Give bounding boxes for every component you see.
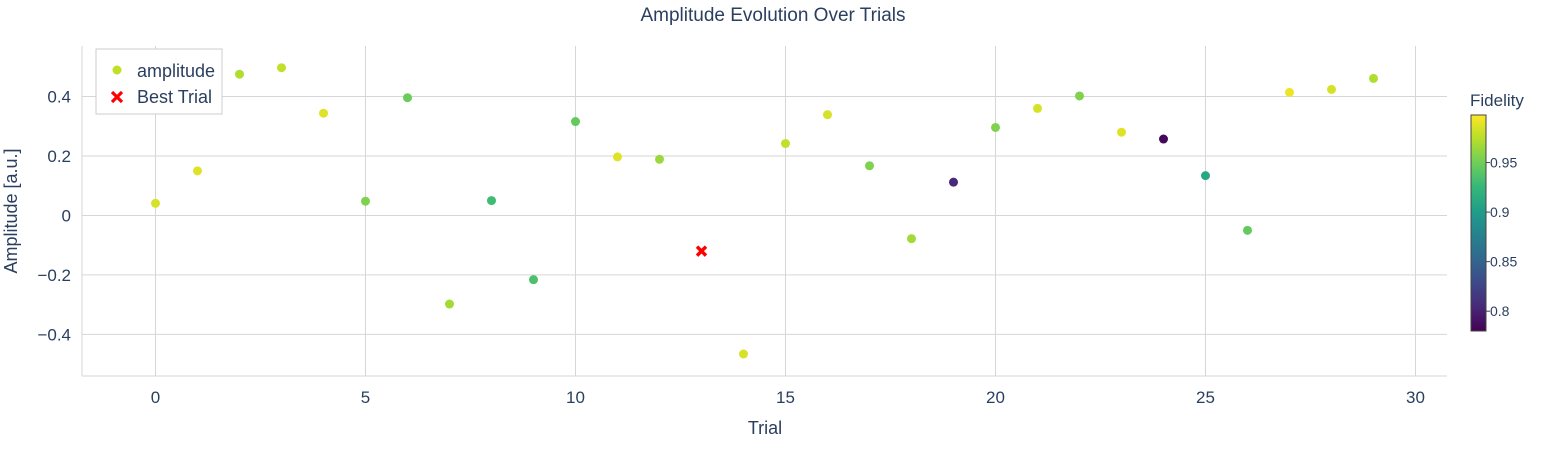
colorbar-tick-label: 0.9 — [1490, 204, 1510, 220]
y-tick-label: 0.2 — [47, 147, 71, 166]
x-tick-label: 10 — [566, 388, 585, 407]
data-point — [319, 108, 328, 118]
x-tick-label: 5 — [361, 388, 370, 407]
data-point — [1285, 87, 1294, 97]
data-point — [235, 69, 244, 79]
data-point — [529, 275, 538, 285]
grid — [82, 46, 1447, 376]
x-axis-label: Trial — [748, 418, 782, 438]
data-point — [991, 122, 1000, 132]
data-point — [823, 110, 832, 120]
data-point — [571, 117, 580, 127]
colorbar-gradient — [1470, 114, 1487, 332]
colorbar-title: Fidelity — [1470, 91, 1524, 110]
colorbar-ticks: 0.8 0.85 0.9 0.95 — [1486, 155, 1517, 319]
data-point — [1075, 91, 1084, 101]
data-point — [1369, 73, 1378, 83]
data-point — [487, 196, 496, 206]
colorbar-tick-label: 0.95 — [1490, 155, 1517, 171]
data-point — [949, 177, 958, 187]
data-point — [739, 349, 748, 359]
data-point — [193, 166, 202, 176]
data-point — [1159, 134, 1168, 144]
data-point — [781, 139, 790, 149]
data-point — [277, 63, 286, 73]
colorbar-tick-label: 0.85 — [1490, 254, 1517, 270]
data-point — [361, 196, 370, 206]
axes: 0 5 10 15 20 25 30 −0.4 −0.2 0 0.2 0.4 — [37, 46, 1447, 407]
y-tick-label: 0 — [62, 206, 71, 225]
x-tick-label: 20 — [986, 388, 1005, 407]
x-tick-label: 0 — [151, 388, 160, 407]
legend-amplitude-marker — [112, 65, 122, 75]
colorbar: Fidelity 0.8 0.85 0.9 0.95 — [1470, 91, 1524, 332]
legend-amplitude-label: amplitude — [137, 61, 215, 81]
data-point — [151, 198, 160, 208]
data-point — [1117, 127, 1126, 137]
data-point — [655, 154, 664, 164]
data-point — [1033, 103, 1042, 113]
data-point — [403, 93, 412, 103]
data-point — [1201, 171, 1210, 181]
data-point — [1243, 225, 1252, 235]
legend[interactable]: amplitude Best Trial — [95, 48, 223, 115]
data-point — [907, 234, 916, 244]
y-tick-label: 0.4 — [47, 88, 71, 107]
legend-best-trial-label: Best Trial — [137, 87, 212, 107]
data-points — [151, 63, 1378, 359]
data-point — [445, 299, 454, 309]
best-trial-point — [695, 245, 708, 257]
colorbar-tick-label: 0.8 — [1490, 303, 1510, 319]
y-axis-label: Amplitude [a.u.] — [1, 148, 21, 273]
legend-box — [95, 48, 223, 115]
data-point — [1327, 84, 1336, 94]
y-tick-label: −0.2 — [37, 266, 71, 285]
x-tick-label: 15 — [776, 388, 795, 407]
x-tick-label: 25 — [1196, 388, 1215, 407]
legend-best-trial-marker — [110, 90, 124, 104]
chart-title: Amplitude Evolution Over Trials — [640, 5, 905, 26]
data-point — [865, 161, 874, 171]
y-tick-label: −0.4 — [37, 325, 71, 344]
data-point — [613, 152, 622, 162]
x-tick-label: 30 — [1406, 388, 1425, 407]
